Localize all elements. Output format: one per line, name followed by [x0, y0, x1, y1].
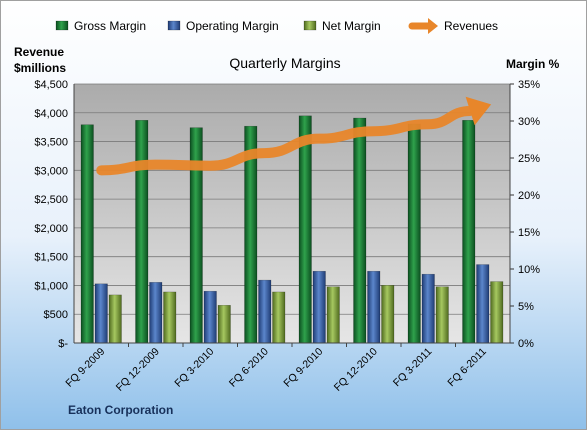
right-tick-label: 25%: [518, 153, 540, 165]
right-tick-label: 30%: [518, 116, 540, 128]
bar-operating-margin: [203, 290, 217, 344]
bar-gross-margin: [353, 117, 367, 344]
legend-label-revenues: Revenues: [444, 19, 498, 33]
left-tick-label: $2,500: [34, 194, 68, 206]
bar-gross-margin: [298, 115, 312, 344]
legend: Gross Margin Operating Margin Net Margin Re…: [55, 18, 498, 34]
bar-operating-margin: [312, 270, 326, 344]
right-axis-label: Margin %: [506, 57, 560, 71]
bar-operating-margin: [476, 264, 490, 344]
left-tick-label: $3,000: [34, 165, 68, 177]
left-tick-label: $-: [58, 338, 68, 350]
legend-label-operating-margin: Operating Margin: [186, 19, 279, 33]
legend-swatch-net-margin: [303, 20, 317, 31]
left-tick-label: $4,000: [34, 108, 68, 120]
legend-label-gross-margin: Gross Margin: [74, 19, 146, 33]
bar-gross-margin: [135, 120, 149, 344]
right-tick-label: 10%: [518, 264, 540, 276]
legend-label-net-margin: Net Margin: [322, 19, 381, 33]
left-tick-label: $1,500: [34, 252, 68, 264]
right-tick-label: 0%: [518, 338, 534, 350]
bar-net-margin: [272, 291, 286, 344]
chart-title: Quarterly Margins: [229, 55, 340, 71]
bar-operating-margin: [258, 279, 272, 344]
revenue-line: [96, 96, 492, 176]
legend-arrowhead-revenues: [428, 18, 438, 34]
bar-gross-margin: [80, 124, 94, 344]
revenue-arrowhead: [465, 96, 492, 126]
bar-operating-margin: [421, 273, 435, 344]
bar-net-margin: [326, 286, 340, 344]
bar-gross-margin: [462, 120, 476, 344]
bar-series: [80, 115, 504, 344]
left-tick-label: $2,000: [34, 223, 68, 235]
bar-gross-margin: [189, 127, 203, 344]
bar-net-margin: [435, 286, 449, 344]
left-tick-label: $1,000: [34, 280, 68, 292]
left-axis-label-line2: $millions: [14, 61, 66, 75]
right-tick-label: 15%: [518, 227, 540, 239]
right-tick-label: 35%: [518, 79, 540, 91]
bar-operating-margin: [94, 283, 108, 344]
bar-net-margin: [490, 281, 504, 344]
bar-operating-margin: [367, 270, 381, 344]
bar-net-margin: [217, 305, 231, 344]
legend-swatch-gross-margin: [55, 20, 69, 31]
bar-net-margin: [163, 291, 177, 344]
revenue-line-path: [96, 106, 476, 176]
bar-net-margin: [108, 294, 122, 344]
company-name: Eaton Corporation: [68, 403, 173, 417]
bar-operating-margin: [149, 282, 163, 344]
left-tick-label: $3,500: [34, 137, 68, 149]
legend-swatch-operating-margin: [167, 20, 181, 31]
right-tick-label: 5%: [518, 301, 534, 313]
bar-gross-margin: [407, 123, 421, 344]
left-axis-label-line1: Revenue: [14, 45, 64, 59]
bar-net-margin: [381, 285, 395, 344]
left-tick-label: $4,500: [34, 79, 68, 91]
right-tick-label: 20%: [518, 190, 540, 202]
left-tick-label: $500: [44, 309, 68, 321]
